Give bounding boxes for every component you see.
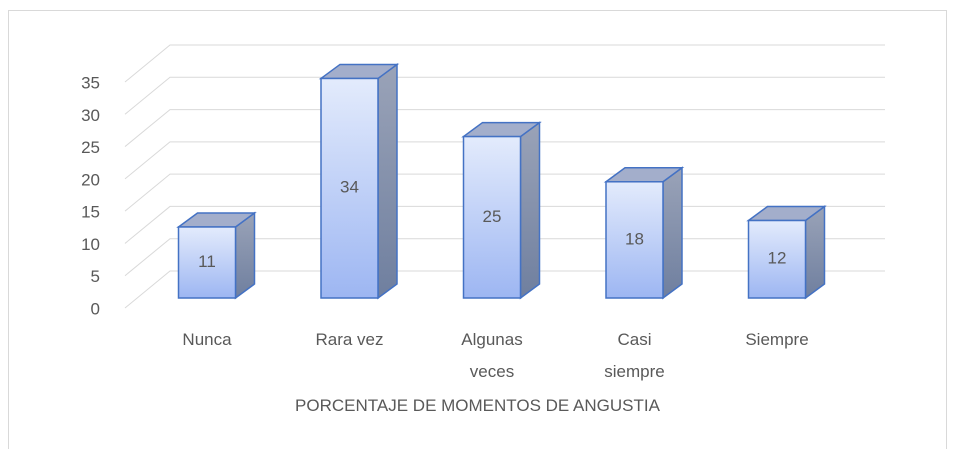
y-tick-label: 30 (81, 106, 100, 125)
y-tick-label: 5 (91, 267, 100, 286)
data-label: 25 (483, 207, 502, 226)
y-tick-label: 35 (81, 73, 100, 92)
grid-line (124, 76, 885, 115)
grid-line (124, 44, 885, 83)
x-tick-label: Siempre (745, 330, 809, 349)
x-tick-label: Nunca (182, 330, 232, 349)
data-label: 11 (198, 252, 216, 271)
x-tick-label: Rara vez (315, 330, 384, 349)
chart-border (8, 10, 947, 449)
y-tick-label: 0 (91, 299, 100, 318)
y-tick-label: 15 (81, 203, 100, 222)
y-tick-label: 20 (81, 170, 100, 189)
bar-side (804, 205, 826, 300)
bar (320, 77, 379, 299)
y-tick-label: 25 (81, 138, 100, 157)
x-tick-label: Casi siempre (604, 330, 665, 381)
bar (747, 219, 807, 299)
bar-side (519, 121, 541, 300)
x-tick-label: Algunas veces (461, 330, 523, 381)
grid-line (124, 141, 885, 180)
bar-side (662, 166, 683, 300)
x-axis-title: PORCENTAJE DE MOMENTOS DE ANGUSTIA (295, 396, 660, 415)
data-label: 18 (625, 229, 644, 248)
bar-side (377, 62, 398, 300)
data-label: 12 (768, 249, 787, 268)
bar (605, 181, 664, 299)
y-tick-label: 10 (81, 235, 100, 254)
data-label: 34 (340, 178, 359, 197)
grid-line (124, 109, 885, 147)
bar (177, 226, 237, 299)
bar (462, 135, 522, 299)
